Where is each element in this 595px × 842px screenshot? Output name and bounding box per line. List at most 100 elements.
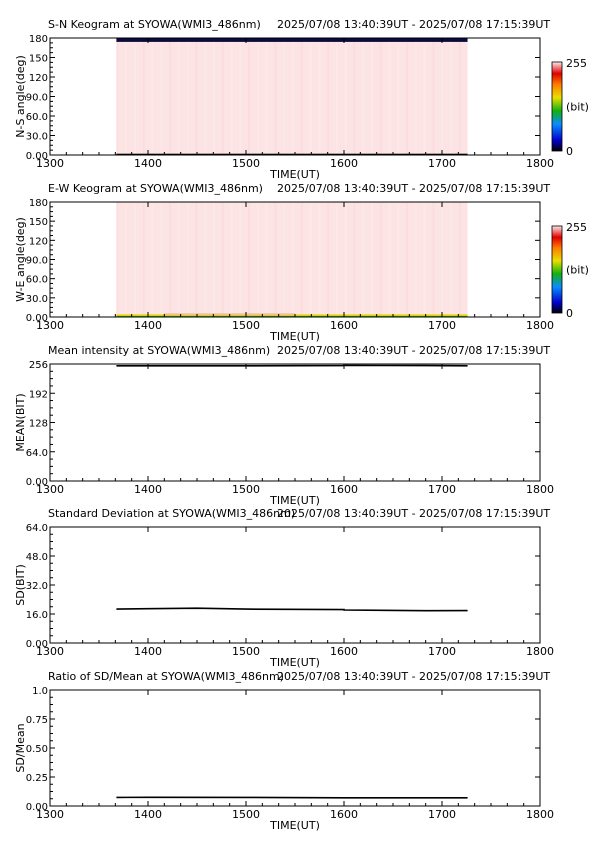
keogram-streak	[274, 38, 277, 155]
keogram-streak	[397, 202, 400, 317]
keogram-streak	[353, 202, 356, 317]
y-tick-label: 120	[29, 236, 48, 247]
keogram-streak	[248, 202, 251, 317]
keogram-streak	[379, 202, 382, 317]
y-tick-label: 30.0	[26, 132, 48, 143]
keogram-streak	[441, 38, 444, 155]
y-tick-label: 1.0	[32, 686, 48, 697]
y-tick-label: 64.0	[26, 523, 48, 534]
y-tick-label: 48.0	[26, 552, 48, 563]
keogram-streak	[362, 38, 365, 155]
time-range: 2025/07/08 13:40:39UT - 2025/07/08 17:15…	[277, 18, 550, 31]
colorbar-max-label: 255	[566, 57, 587, 70]
keogram-streak	[423, 38, 426, 155]
x-tick-label: 1300	[36, 808, 64, 821]
keogram-streak	[423, 202, 426, 317]
panel-title: E-W Keogram at SYOWA(WMI3_486nm)	[48, 182, 263, 195]
keogram-streak	[291, 202, 294, 317]
keogram-streak	[195, 202, 198, 317]
keogram-streak	[116, 202, 119, 317]
keogram-streak	[327, 38, 330, 155]
series-line	[116, 607, 468, 612]
keogram-streak	[248, 38, 251, 155]
y-tick-label: 0.00	[26, 639, 48, 650]
y-tick-label: 0.75	[26, 715, 48, 726]
x-tick-label: 1400	[134, 157, 162, 170]
keogram-streak	[239, 38, 242, 155]
y-tick-label: 90.0	[26, 93, 48, 104]
y-tick-label: 64.0	[26, 448, 48, 459]
x-tick-label: 1300	[36, 645, 64, 658]
keogram-streak	[169, 38, 172, 155]
x-tick-label: 1300	[36, 483, 64, 496]
keogram-streak	[256, 38, 259, 155]
keogram-streak	[133, 202, 136, 317]
colorbar-max-label: 255	[566, 221, 587, 234]
keogram-streak	[458, 38, 461, 155]
x-tick-label: 1800	[526, 483, 554, 496]
y-tick-label: 180	[29, 34, 48, 45]
y-axis-label: MEAN(BIT)	[14, 393, 27, 451]
y-tick-label: 0.50	[26, 744, 48, 755]
keogram-streak	[406, 38, 409, 155]
x-axis-label: TIME(UT)	[269, 819, 320, 832]
x-axis-label: TIME(UT)	[269, 330, 320, 343]
keogram-streak	[335, 38, 338, 155]
y-tick-label: 0.25	[26, 773, 48, 784]
colorbar-min-label: 0	[566, 145, 573, 158]
keogram-streak	[212, 38, 215, 155]
keogram-streak	[274, 202, 277, 317]
x-tick-label: 1300	[36, 157, 64, 170]
y-tick-label: 150	[29, 217, 48, 228]
keogram-streak	[230, 38, 233, 155]
x-tick-label: 1600	[330, 157, 358, 170]
panel-4: Standard Deviation at SYOWA(WMI3_486nm)2…	[14, 507, 554, 669]
y-tick-label: 150	[29, 54, 48, 65]
y-tick-label: 0.00	[26, 151, 48, 162]
keogram-streak	[353, 38, 356, 155]
y-tick-label: 60.0	[26, 275, 48, 286]
y-tick-label: 16.0	[26, 610, 48, 621]
keogram-streak	[204, 202, 207, 317]
x-tick-label: 1400	[134, 645, 162, 658]
keogram-streak	[142, 202, 145, 317]
keogram-streak	[379, 38, 382, 155]
y-tick-label: 60.0	[26, 112, 48, 123]
y-tick-label: 180	[29, 198, 48, 209]
time-range: 2025/07/08 13:40:39UT - 2025/07/08 17:15…	[277, 182, 550, 195]
keogram-streak	[116, 38, 119, 155]
x-tick-label: 1700	[428, 319, 456, 332]
keogram-streak	[283, 38, 286, 155]
x-tick-label: 1400	[134, 483, 162, 496]
panel-title: Mean intensity at SYOWA(WMI3_486nm)	[48, 344, 270, 357]
keogram-streak	[414, 202, 417, 317]
keogram-streak	[432, 202, 435, 317]
keogram-streak	[160, 202, 163, 317]
keogram-streak	[239, 202, 242, 317]
x-tick-label: 1600	[330, 483, 358, 496]
time-range: 2025/07/08 13:40:39UT - 2025/07/08 17:15…	[277, 507, 550, 520]
x-tick-label: 1700	[428, 808, 456, 821]
panel-2: E-W Keogram at SYOWA(WMI3_486nm) 2025/07/…	[14, 182, 589, 343]
keogram-streak	[388, 202, 391, 317]
keogram-streak	[133, 38, 136, 155]
keogram-streak	[265, 202, 268, 317]
keogram-streak	[370, 202, 373, 317]
colorbar-unit-label: (bit)	[566, 101, 589, 114]
y-tick-label: 128	[29, 419, 48, 430]
keogram-streak	[335, 202, 338, 317]
x-tick-label: 1400	[134, 808, 162, 821]
panel-3: Mean intensity at SYOWA(WMI3_486nm) 2025/…	[14, 344, 554, 507]
series-line	[116, 796, 468, 799]
colorbar-min-label: 0	[566, 307, 573, 320]
keogram-streak	[458, 202, 461, 317]
x-tick-label: 1700	[428, 483, 456, 496]
x-tick-label: 1800	[526, 319, 554, 332]
keogram-streak	[204, 38, 207, 155]
y-tick-label: 0.00	[26, 802, 48, 813]
x-tick-label: 1600	[330, 645, 358, 658]
x-tick-label: 1500	[232, 483, 260, 496]
x-tick-label: 1500	[232, 645, 260, 658]
keogram-streak	[256, 202, 259, 317]
